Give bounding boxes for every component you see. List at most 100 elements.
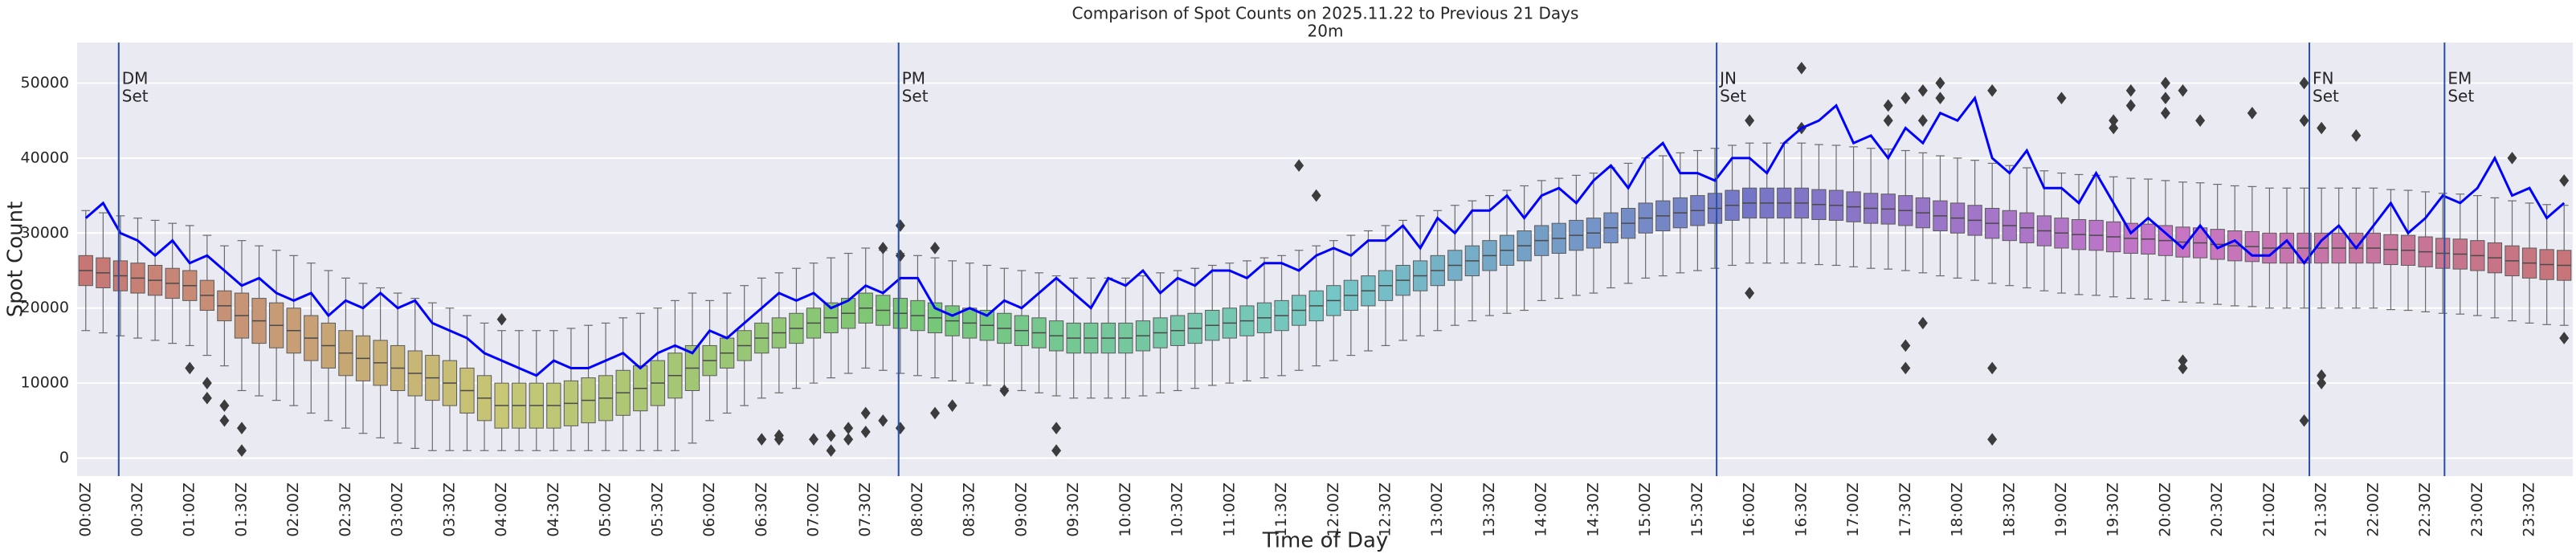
x-tick-label: 05:30Z — [648, 483, 666, 537]
outlier — [860, 426, 871, 438]
outlier — [2317, 121, 2327, 135]
annotation-text: Set — [2313, 87, 2339, 106]
x-tick-label: 20:00Z — [2156, 483, 2174, 537]
x-tick-label: 18:00Z — [1949, 483, 1966, 537]
outlier — [236, 422, 247, 435]
annotation-text: Set — [902, 87, 929, 106]
outlier — [774, 429, 784, 442]
outlier — [1987, 361, 1998, 375]
outlier — [1883, 114, 1893, 127]
outlier — [496, 312, 507, 326]
x-tick-label: 01:30Z — [232, 483, 250, 537]
outlier — [1917, 114, 1928, 127]
outlier — [2195, 114, 2206, 127]
x-tick-label: 08:30Z — [961, 483, 978, 537]
outlier — [2299, 76, 2309, 90]
x-tick-label: 02:00Z — [284, 483, 302, 537]
chart-subtitle: 20m — [1308, 22, 1344, 41]
outlier — [2056, 92, 2067, 104]
outlier — [1745, 287, 1755, 299]
x-tick-label: 12:30Z — [1377, 483, 1394, 537]
outlier — [930, 242, 941, 255]
outlier — [2178, 361, 2188, 375]
x-tick-label: 13:30Z — [1480, 483, 1498, 537]
outlier — [1900, 361, 1911, 375]
outlier — [2160, 76, 2170, 90]
outlier — [826, 429, 836, 442]
x-tick-label: 19:30Z — [2104, 483, 2122, 537]
outlier — [2178, 83, 2188, 97]
outlier — [2559, 332, 2570, 344]
outlier — [219, 414, 230, 427]
outlier — [2317, 369, 2327, 382]
x-tick-label: 08:00Z — [908, 483, 926, 537]
x-tick-label: 02:30Z — [337, 483, 354, 537]
outlier — [1796, 61, 1806, 75]
y-axis-label: Spot Count — [4, 202, 28, 318]
outlier — [2299, 114, 2309, 127]
outlier — [826, 444, 836, 458]
outlier — [1745, 114, 1755, 127]
plot-background — [77, 43, 2573, 476]
x-tick-label: 13:00Z — [1428, 483, 1446, 537]
outlier — [1900, 339, 1911, 352]
outlier — [2109, 121, 2119, 135]
outlier — [860, 406, 871, 420]
outlier — [185, 361, 195, 375]
x-tick-label: 17:30Z — [1896, 483, 1914, 537]
x-tick-label: 17:00Z — [1844, 483, 1862, 537]
outlier — [1917, 316, 1928, 330]
outlier — [2125, 83, 2136, 97]
annotation-text: PM — [902, 69, 925, 88]
x-tick-label: 23:30Z — [2521, 483, 2538, 537]
outlier — [1917, 83, 1928, 97]
x-tick-label: 22:00Z — [2364, 483, 2382, 537]
outlier — [236, 444, 247, 458]
outlier — [999, 384, 1010, 397]
outlier — [1883, 99, 1893, 112]
x-tick-label: 09:00Z — [1012, 483, 1030, 537]
x-tick-label: 10:30Z — [1169, 483, 1186, 537]
outlier — [843, 422, 854, 435]
x-tick-label: 09:30Z — [1064, 483, 1082, 537]
outlier — [2125, 99, 2136, 112]
outlier — [2109, 114, 2119, 127]
line-series — [84, 95, 2566, 377]
x-tick-label: 06:00Z — [700, 483, 718, 537]
x-tick-label: 14:30Z — [1584, 483, 1602, 537]
x-tick-label: 07:00Z — [804, 483, 822, 537]
outlier — [1311, 189, 1321, 202]
outlier — [843, 433, 854, 446]
annotation-text: Set — [1720, 87, 1746, 106]
outlier — [1987, 433, 1998, 446]
y-tick-label: 40000 — [21, 149, 69, 166]
x-tick-label: 04:30Z — [545, 483, 562, 537]
outlier — [1051, 422, 1062, 435]
outlier — [219, 399, 230, 412]
x-tick-label: 01:00Z — [181, 483, 198, 537]
outlier — [202, 377, 212, 389]
x-tick-label: 07:30Z — [856, 483, 874, 537]
outlier — [2247, 107, 2257, 120]
outlier — [2351, 129, 2362, 142]
x-tick-label: 11:30Z — [1272, 483, 1290, 537]
x-tick-label: 20:30Z — [2208, 483, 2226, 537]
x-tick-label: 10:00Z — [1117, 483, 1134, 537]
outlier — [202, 392, 212, 405]
annotation-text: EM — [2447, 69, 2472, 88]
outlier — [947, 399, 957, 412]
outlier — [930, 406, 941, 420]
outlier — [1294, 159, 1304, 173]
outlier — [878, 414, 888, 427]
x-tick-label: 00:30Z — [129, 483, 146, 537]
outlier — [2178, 354, 2188, 367]
y-tick-label: 0 — [59, 449, 69, 466]
x-tick-label: 21:30Z — [2313, 483, 2330, 537]
x-tick-label: 16:30Z — [1792, 483, 1810, 537]
outlier — [2507, 152, 2517, 165]
x-tick-label: 04:00Z — [492, 483, 510, 537]
outlier — [757, 433, 767, 446]
outlier — [1935, 92, 1945, 104]
outlier — [1900, 92, 1911, 104]
